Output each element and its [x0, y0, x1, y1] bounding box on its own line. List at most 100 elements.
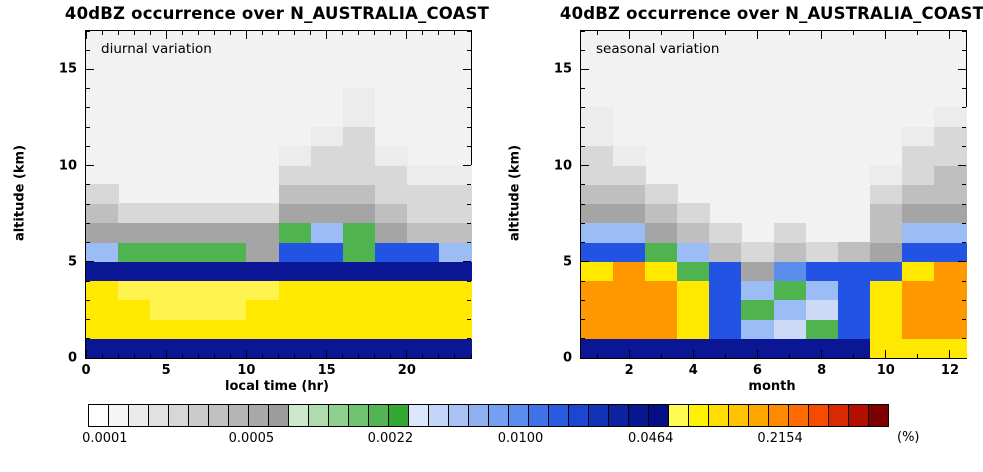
annotation-seasonal: seasonal variation [596, 41, 720, 57]
colorbar-labels: 0.0001 0.0005 0.0022 0.0100 0.0464 0.2154 [82, 431, 889, 449]
y-tick-label: 10 [553, 158, 572, 174]
y-tick-mark [86, 30, 90, 32]
heatmap-cell [342, 299, 376, 320]
colorbar-segment [249, 405, 269, 426]
y-tick-mark [962, 49, 966, 51]
heatmap-cell [86, 203, 119, 224]
heatmap-cell [613, 145, 646, 166]
y-tick-mark [86, 222, 90, 224]
y-tick-mark [958, 357, 966, 359]
heatmap-cell [837, 280, 871, 301]
colorbar-tick-label: 0.0464 [627, 431, 674, 446]
colorbar-segment [109, 405, 129, 426]
heatmap-cell [613, 280, 646, 301]
x-tick-mark [181, 354, 183, 358]
y-tick-mark [467, 184, 471, 186]
heatmap-cell [214, 318, 248, 339]
heatmap-cell [645, 318, 678, 339]
heatmap-cell [342, 145, 376, 166]
heatmap-cell [438, 280, 472, 301]
heatmap-diurnal: diurnal variation 0 5 10 15 20 0 5 10 15 [59, 30, 472, 378]
x-tick-mark [374, 31, 376, 35]
colorbar-segment [149, 405, 169, 426]
x-tick-mark [261, 354, 263, 358]
heatmap-cell [214, 222, 248, 243]
heatmap-cell [933, 222, 967, 243]
x-tick-mark [261, 31, 263, 35]
y-tick-mark [962, 145, 966, 147]
heatmap-cell [182, 222, 216, 243]
y-tick-mark [467, 338, 471, 340]
heatmap-cell [581, 164, 614, 185]
x-tick-mark [197, 354, 199, 358]
x-tick-mark [229, 31, 231, 35]
heatmap-cell [374, 299, 408, 320]
colorbar-segment [389, 405, 409, 426]
colorbar-tick-label: 0.2154 [757, 431, 803, 446]
x-tick-mark [181, 31, 183, 35]
x-tick-mark [342, 31, 344, 35]
x-tick-mark [342, 354, 344, 358]
heatmap-cell [278, 164, 312, 185]
heatmap-cell [709, 222, 743, 243]
heatmap-cell [581, 203, 614, 224]
x-tick-mark [406, 350, 408, 358]
x-tick-mark [326, 31, 328, 39]
colorbar-segment [129, 405, 149, 426]
heatmap-cell [581, 222, 614, 243]
heatmap-cell [310, 241, 344, 262]
x-tick-mark [85, 31, 87, 39]
heatmap-cell [709, 280, 743, 301]
heatmap-cell [933, 241, 967, 262]
colorbar-segment [549, 405, 569, 426]
heatmap-seasonal: seasonal variation 2 4 6 8 10 12 0 5 10 15 [554, 30, 967, 378]
x-tick-label: 2 [624, 363, 634, 378]
x-tick-mark [165, 350, 167, 358]
heatmap-cell [374, 338, 408, 358]
y-tick-mark [467, 126, 471, 128]
heatmap-cell [581, 261, 614, 282]
heatmap-cell [933, 261, 967, 282]
y-tick-mark [581, 357, 589, 359]
x-tick-mark [692, 31, 694, 39]
heatmap-cell [406, 261, 440, 282]
x-tick-mark [133, 31, 135, 35]
y-tick-mark [962, 299, 966, 301]
y-tick-mark [86, 49, 90, 51]
x-tick-mark [789, 354, 791, 358]
heatmap-cell [246, 299, 280, 320]
y-tick-label: 0 [67, 350, 77, 366]
heatmap-cell [246, 318, 280, 339]
x-tick-mark [917, 31, 919, 35]
x-tick-mark [245, 31, 247, 39]
heatmap-cell [342, 261, 376, 282]
heatmap-cell [310, 126, 344, 147]
heatmap-cell [677, 222, 711, 243]
heatmap-cell [118, 338, 151, 358]
heatmap-cell [150, 261, 183, 282]
y-tick-mark [581, 299, 585, 301]
x-tick-mark [374, 354, 376, 358]
y-tick-mark [581, 280, 585, 282]
heatmap-cell [869, 222, 903, 243]
heatmap-cell [278, 318, 312, 339]
y-axis-label-diurnal: altitude (km) [12, 144, 28, 242]
colorbar [88, 404, 889, 427]
heatmap-cell [438, 184, 472, 205]
heatmap-cell [933, 203, 967, 224]
heatmap-cell [310, 280, 344, 301]
heatmap-cell [581, 280, 614, 301]
y-tick-mark [467, 88, 471, 90]
x-tick-mark [853, 31, 855, 35]
x-tick-mark [438, 354, 440, 358]
x-axis-label-diurnal: local time (hr) [225, 379, 329, 394]
heatmap-cell [342, 280, 376, 301]
heatmap-cell [118, 261, 151, 282]
heatmap-cell [214, 299, 248, 320]
y-tick-mark [467, 299, 471, 301]
heatmap-cell [310, 338, 344, 358]
heatmap-cell [901, 338, 935, 358]
x-tick-label: 5 [161, 363, 171, 378]
heatmap-cell [581, 338, 614, 358]
heatmap-cell [86, 318, 119, 339]
